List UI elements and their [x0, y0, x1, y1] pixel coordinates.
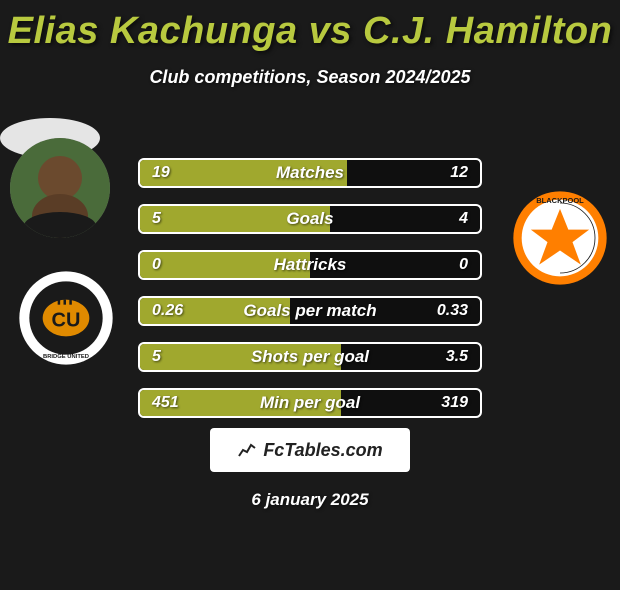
stat-row: 5Goals4 — [138, 204, 482, 234]
stat-row: 0Hattricks0 — [138, 250, 482, 280]
stat-value-right: 319 — [441, 390, 468, 416]
club-badge-left-svg: CU BRIDGE UNITED — [16, 268, 116, 368]
stat-label: Goals per match — [140, 298, 480, 324]
stat-label: Goals — [140, 206, 480, 232]
player1-name: Elias Kachunga — [8, 10, 298, 52]
stats-bars: 19Matches12 5Goals4 0Hattricks0 0.26Goals p… — [138, 158, 482, 418]
vs-text: vs — [309, 10, 352, 52]
brand-badge: FcTables.com — [210, 428, 410, 472]
player2-club-badge: BLACKPOOL — [510, 188, 610, 288]
stat-label: Min per goal — [140, 390, 480, 416]
stat-row: 451Min per goal319 — [138, 388, 482, 418]
subtitle: Club competitions, Season 2024/2025 — [0, 67, 620, 88]
brand-icon — [237, 440, 257, 460]
stat-value-right: 12 — [450, 160, 468, 186]
comparison-title: Elias Kachunga vs C.J. Hamilton — [0, 10, 620, 53]
club-badge-right-svg: BLACKPOOL — [510, 188, 610, 288]
stat-row: 5Shots per goal3.5 — [138, 342, 482, 372]
stat-value-right: 0.33 — [437, 298, 468, 324]
stat-value-right: 4 — [459, 206, 468, 232]
stat-label: Shots per goal — [140, 344, 480, 370]
player1-avatar — [10, 138, 110, 238]
stat-row: 19Matches12 — [138, 158, 482, 188]
stat-label: Matches — [140, 160, 480, 186]
stat-row: 0.26Goals per match0.33 — [138, 296, 482, 326]
svg-text:BLACKPOOL: BLACKPOOL — [536, 196, 584, 205]
stat-label: Hattricks — [140, 252, 480, 278]
stat-value-right: 3.5 — [446, 344, 468, 370]
svg-text:CU: CU — [52, 309, 81, 331]
stat-value-right: 0 — [459, 252, 468, 278]
footer-date: 6 january 2025 — [0, 490, 620, 510]
player1-avatar-svg — [10, 138, 110, 238]
comparison-body: CU BRIDGE UNITED BLACKPOOL 19Matches12 5G… — [0, 118, 620, 398]
svg-text:BRIDGE UNITED: BRIDGE UNITED — [43, 354, 89, 360]
player2-name: C.J. Hamilton — [363, 10, 612, 52]
brand-text: FcTables.com — [263, 440, 382, 461]
player1-club-badge: CU BRIDGE UNITED — [16, 268, 116, 368]
